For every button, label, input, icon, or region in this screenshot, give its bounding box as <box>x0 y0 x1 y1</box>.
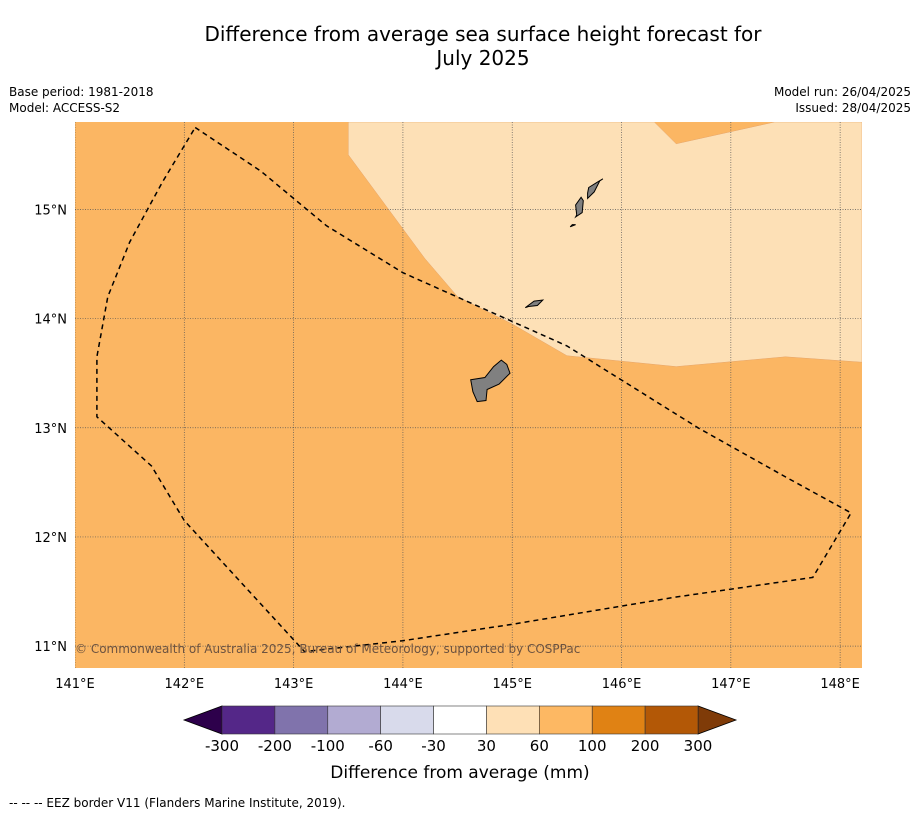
colorbar-label: Difference from average (mm) <box>330 763 589 783</box>
colorbar-under-arrow <box>182 705 223 735</box>
meta-right: Model run: 26/04/2025 Issued: 28/04/2025 <box>774 84 911 116</box>
lat-tick-label: 13°N <box>34 422 67 437</box>
lon-tick-label: 145°E <box>492 677 532 692</box>
island-aguijan <box>569 224 576 228</box>
colorbar-tick-label: -300 <box>205 737 239 755</box>
colorbar-bin <box>380 705 434 735</box>
island-guam <box>470 359 511 403</box>
lat-tick-label: 11°N <box>34 640 67 655</box>
lon-tick-label: 142°E <box>165 677 205 692</box>
colorbar-bin <box>274 705 329 735</box>
map-axes: 141°E 142°E 143°E 144°E 145°E 146°E 147°E 148°E… <box>34 203 860 692</box>
copyright-notice: © Commonwealth of Australia 2025, Bureau… <box>75 642 580 656</box>
colorbar-bin <box>433 705 487 735</box>
island-tinian <box>574 196 584 219</box>
colorbar-tick-label: -200 <box>258 737 292 755</box>
colorbar-bin <box>644 705 699 735</box>
colorbar-bin <box>486 705 540 735</box>
colorbar-tick-label: 100 <box>578 737 607 755</box>
chart-title: Difference from average sea surface heig… <box>0 22 919 70</box>
model-run: Model run: 26/04/2025 <box>773 85 911 99</box>
lon-tick-label: 148°E <box>820 677 860 692</box>
title-line-1: Difference from average sea surface heig… <box>204 22 762 46</box>
island-saipan <box>587 178 604 200</box>
colorbar-bin <box>221 705 276 735</box>
colorbar-bin <box>539 705 593 735</box>
map-plot-area: © Commonwealth of Australia 2025, Bureau… <box>75 122 862 668</box>
map-clipped-content: © Commonwealth of Australia 2025, Bureau… <box>75 122 862 668</box>
lon-tick-label: 146°E <box>602 677 642 692</box>
island-rota <box>525 299 545 309</box>
colorbar-tick-label: -60 <box>368 737 393 755</box>
colorbar-tick-label: -30 <box>421 737 446 755</box>
colorbar: -300 -200 -100 -60 -30 30 60 100 200 300 Differenc… <box>182 705 738 783</box>
colorbar-bin <box>591 705 646 735</box>
model-name: Model: ACCESS-S2 <box>9 101 121 115</box>
base-period: Base period: 1981-2018 <box>9 85 154 99</box>
lat-tick-label: 14°N <box>34 313 67 328</box>
issued-date: Issued: 28/04/2025 <box>795 101 911 115</box>
meta-left: Base period: 1981-2018 Model: ACCESS-S2 <box>9 84 154 116</box>
lon-tick-label: 141°E <box>55 677 95 692</box>
lon-tick-label: 144°E <box>383 677 423 692</box>
lat-tick-label: 12°N <box>34 531 67 546</box>
colorbar-tick-label: 200 <box>631 737 660 755</box>
colorbar-tick-label: 30 <box>477 737 496 755</box>
title-line-2: July 2025 <box>436 46 530 70</box>
eez-border-line <box>96 126 853 653</box>
colorbar-tick-label: 60 <box>530 737 549 755</box>
eez-legend-note: -- -- -- EEZ border V11 (Flanders Marine… <box>9 796 346 810</box>
colorbar-bin <box>327 705 381 735</box>
colorbar-tick-label: -100 <box>311 737 345 755</box>
colorbar-over-arrow <box>697 705 738 735</box>
colorbar-tick-label: 300 <box>684 737 713 755</box>
lon-tick-label: 147°E <box>711 677 751 692</box>
lon-tick-label: 143°E <box>274 677 314 692</box>
lat-tick-label: 15°N <box>34 203 67 218</box>
